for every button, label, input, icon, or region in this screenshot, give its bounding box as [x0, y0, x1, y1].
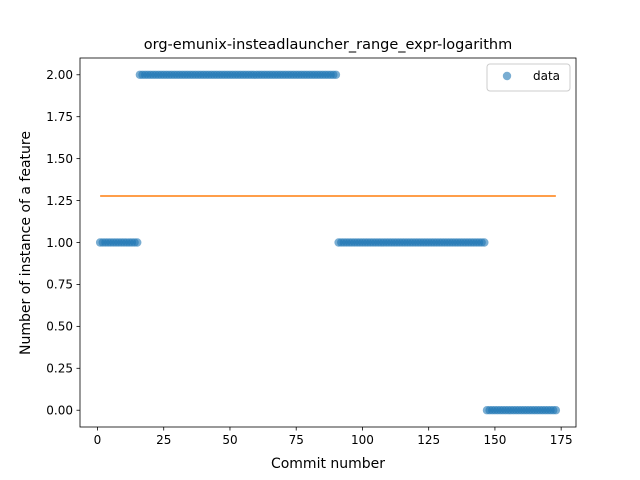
x-tick-label: 175 [550, 433, 573, 447]
y-tick-label: 0.75 [46, 278, 73, 292]
data-point [551, 406, 561, 415]
legend: data [486, 63, 571, 92]
x-tick-label: 100 [351, 433, 374, 447]
legend-box [486, 63, 571, 92]
x-tick-label: 50 [222, 433, 237, 447]
data-point [331, 70, 341, 79]
y-tick-label: 0.00 [46, 404, 73, 418]
x-axis-title: Commit number [271, 456, 385, 472]
y-tick-label: 1.25 [46, 194, 73, 208]
y-tick-label: 1.50 [46, 152, 73, 166]
chart-title: org-emunix-insteadlauncher_range_expr-lo… [144, 37, 512, 53]
x-tick-label: 0 [94, 433, 102, 447]
data-point [480, 238, 489, 247]
y-tick-label: 2.00 [46, 68, 73, 82]
axes: 0 25 50 75 100 125 150 175 0.00 0.25 0.50 0.75 1.00 1… [46, 57, 577, 447]
x-tick-label: 125 [417, 433, 440, 447]
legend-label-data: data [533, 69, 560, 83]
x-tick-label: 75 [289, 433, 304, 447]
data-point [133, 238, 142, 247]
plot-area [95, 70, 561, 415]
x-tick-label: 25 [156, 433, 171, 447]
y-tick-label: 0.25 [46, 362, 73, 376]
legend-marker-data [502, 71, 512, 81]
y-tick-label: 1.75 [46, 110, 73, 124]
y-tick-label: 0.50 [46, 320, 73, 334]
y-tick-label: 1.00 [46, 236, 73, 250]
x-tick-label: 150 [483, 433, 506, 447]
y-axis-title: Number of instance of a feature [18, 131, 34, 355]
